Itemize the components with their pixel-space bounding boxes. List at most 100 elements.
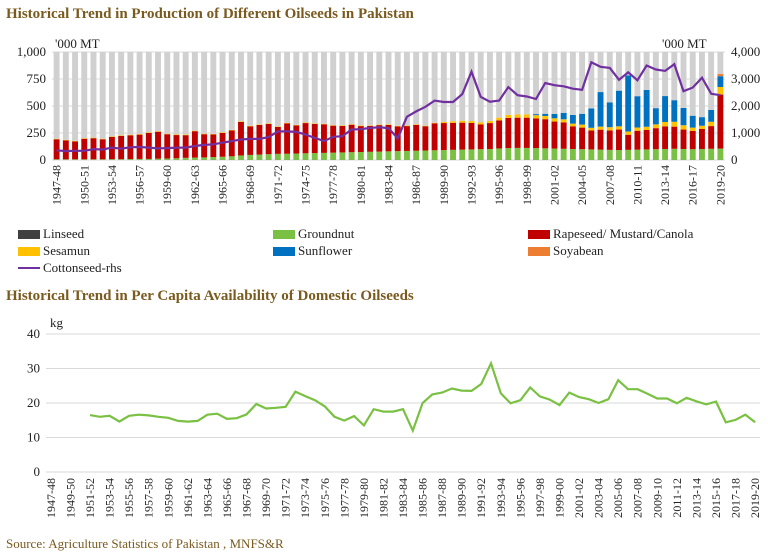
bar-groundnut — [671, 148, 678, 160]
chart1-unit-left: '000 MT — [55, 36, 100, 51]
bar-sunflower — [606, 102, 613, 128]
bar-background — [201, 52, 208, 134]
bar-background — [523, 52, 530, 115]
bar-sesamun — [625, 131, 632, 135]
bar-sesamun — [523, 114, 530, 118]
bar-groundnut — [477, 149, 484, 160]
bar-background — [505, 52, 512, 115]
bar-sesamun — [505, 114, 512, 118]
bar-groundnut — [284, 153, 291, 160]
x-tick-label: 1977-78 — [337, 478, 351, 518]
x-tick-label: 1953-54 — [105, 165, 119, 205]
bar-groundnut — [228, 156, 235, 160]
x-tick-label: 2004-05 — [575, 165, 589, 205]
bar-rapeseed-mustard-canola — [514, 117, 521, 148]
x-tick-label: 1993-94 — [494, 478, 508, 518]
bar-background — [339, 52, 346, 126]
bar-sunflower — [542, 113, 549, 116]
bar-groundnut — [643, 149, 650, 160]
bar-sesamun — [238, 121, 244, 122]
bar-rapeseed-mustard-canola — [717, 94, 724, 149]
bar-background — [689, 52, 696, 116]
bar-background — [717, 52, 724, 75]
bar-sunflower — [551, 113, 558, 119]
bar-groundnut — [311, 153, 318, 160]
x-tick-label: 1983-84 — [382, 165, 396, 205]
bar-background — [108, 52, 115, 137]
bar-groundnut — [339, 152, 346, 160]
bar-rapeseed-mustard-canola — [523, 117, 530, 148]
x-tick-label: 1997-98 — [533, 478, 547, 518]
bar-background — [459, 52, 466, 121]
bar-background — [671, 52, 678, 101]
bar-background — [616, 52, 622, 91]
bar-background — [72, 52, 78, 141]
x-tick-label: 2019-20 — [748, 478, 762, 518]
bar-groundnut — [182, 157, 189, 160]
bar-background — [588, 52, 595, 109]
bar-sesamun — [99, 138, 106, 140]
bar-background — [699, 52, 705, 118]
bar-rapeseed-mustard-canola — [569, 126, 576, 149]
bar-background — [182, 52, 189, 135]
x-tick-label: 1992-93 — [464, 165, 478, 205]
x-tick-label: 2016-17 — [686, 165, 700, 205]
bar-rapeseed-mustard-canola — [155, 131, 161, 159]
bar-rapeseed-mustard-canola — [348, 124, 355, 153]
x-tick-label: 2010-11 — [630, 165, 644, 205]
bar-rapeseed-mustard-canola — [634, 130, 641, 150]
bar-rapeseed-mustard-canola — [293, 125, 300, 154]
bar-background — [90, 52, 97, 138]
chart2-title: Historical Trend in Per Capita Availabil… — [6, 288, 414, 304]
bar-groundnut — [413, 150, 420, 160]
legend-rapeseed-label: Rapeseed/ Mustard/Canola — [553, 226, 694, 241]
bar-sunflower — [579, 113, 586, 125]
bar-background — [256, 52, 263, 125]
bar-background — [440, 52, 447, 122]
x-tick-label: 2009-10 — [650, 478, 664, 518]
bar-rapeseed-mustard-canola — [579, 127, 586, 150]
bar-sesamun — [560, 119, 567, 123]
bar-background — [450, 52, 456, 122]
bar-groundnut — [551, 148, 558, 160]
bar-rapeseed-mustard-canola — [708, 126, 715, 149]
bar-background — [422, 52, 429, 126]
bar-background — [652, 52, 659, 109]
bar-rapeseed-mustard-canola — [689, 130, 696, 150]
bar-groundnut — [256, 154, 263, 160]
bar-background — [274, 52, 281, 127]
bar-background — [468, 52, 475, 122]
x-tick-label: 2011-12 — [670, 478, 684, 518]
bar-sesamun — [579, 124, 586, 128]
bar-sesamun — [330, 125, 337, 126]
bar-groundnut — [606, 149, 613, 160]
bar-rapeseed-mustard-canola — [588, 130, 595, 150]
y-tick-label: 30 — [27, 361, 40, 376]
bar-sunflower — [588, 108, 595, 128]
x-tick-label: 1953-54 — [103, 478, 117, 518]
bar-sesamun — [284, 122, 291, 124]
x-tick-label: 1967-68 — [240, 478, 254, 518]
bar-groundnut — [616, 150, 622, 160]
x-tick-label: 1995-96 — [492, 165, 506, 205]
bar-background — [118, 52, 125, 136]
bar-background — [431, 52, 438, 123]
bar-groundnut — [155, 158, 161, 160]
legend-sesamun: Sesamun — [18, 243, 90, 259]
bar-background — [302, 52, 309, 123]
bar-groundnut — [652, 149, 659, 160]
bar-sunflower — [616, 90, 622, 127]
y-left-tick-label: 750 — [27, 71, 47, 86]
bar-sesamun — [155, 131, 161, 132]
bar-groundnut — [468, 149, 475, 160]
bar-sesamun — [118, 135, 125, 136]
bar-groundnut — [367, 151, 374, 160]
y-right-tick-label: 3,000 — [731, 71, 760, 86]
x-tick-label: 1987-88 — [435, 478, 449, 518]
bar-background — [625, 52, 632, 76]
production-chart: 0 250 500 750 1,000 0 1,000 2,000 3,000 4,000 1947… — [17, 44, 761, 205]
x-tick-label: 1983-84 — [396, 478, 410, 518]
bar-sesamun — [717, 86, 724, 95]
chart1-unit-right: '000 MT — [662, 36, 707, 51]
bar-rapeseed-mustard-canola — [431, 123, 438, 151]
